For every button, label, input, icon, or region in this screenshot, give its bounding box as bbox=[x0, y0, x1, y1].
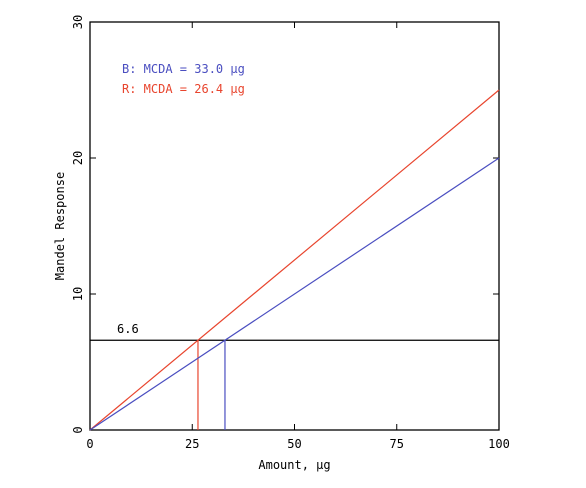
x-tick-label: 75 bbox=[390, 437, 404, 451]
series-line bbox=[89, 89, 500, 431]
y-tick-label: 30 bbox=[71, 15, 85, 29]
y-tick-label: 0 bbox=[71, 426, 85, 433]
x-tick-label: 0 bbox=[86, 437, 93, 451]
y-tick-label: 20 bbox=[71, 151, 85, 165]
series-layer bbox=[89, 89, 500, 431]
axis-ticks: 0 25 50 75 100 0 10 20 30 bbox=[71, 15, 510, 451]
legend-entry: R: MCDA = 26.4 μg bbox=[122, 82, 245, 96]
x-tick-label: 100 bbox=[488, 437, 510, 451]
y-axis-label: Mandel Response bbox=[53, 172, 67, 280]
legend-entry: B: MCDA = 33.0 μg bbox=[122, 62, 245, 76]
x-axis-label: Amount, μg bbox=[258, 458, 330, 472]
series-line bbox=[89, 157, 500, 431]
threshold-label: 6.6 bbox=[117, 322, 139, 336]
y-tick-label: 10 bbox=[71, 287, 85, 301]
legend: B: MCDA = 33.0 μg R: MCDA = 26.4 μg bbox=[122, 62, 245, 96]
x-tick-label: 25 bbox=[185, 437, 199, 451]
x-tick-label: 50 bbox=[287, 437, 301, 451]
